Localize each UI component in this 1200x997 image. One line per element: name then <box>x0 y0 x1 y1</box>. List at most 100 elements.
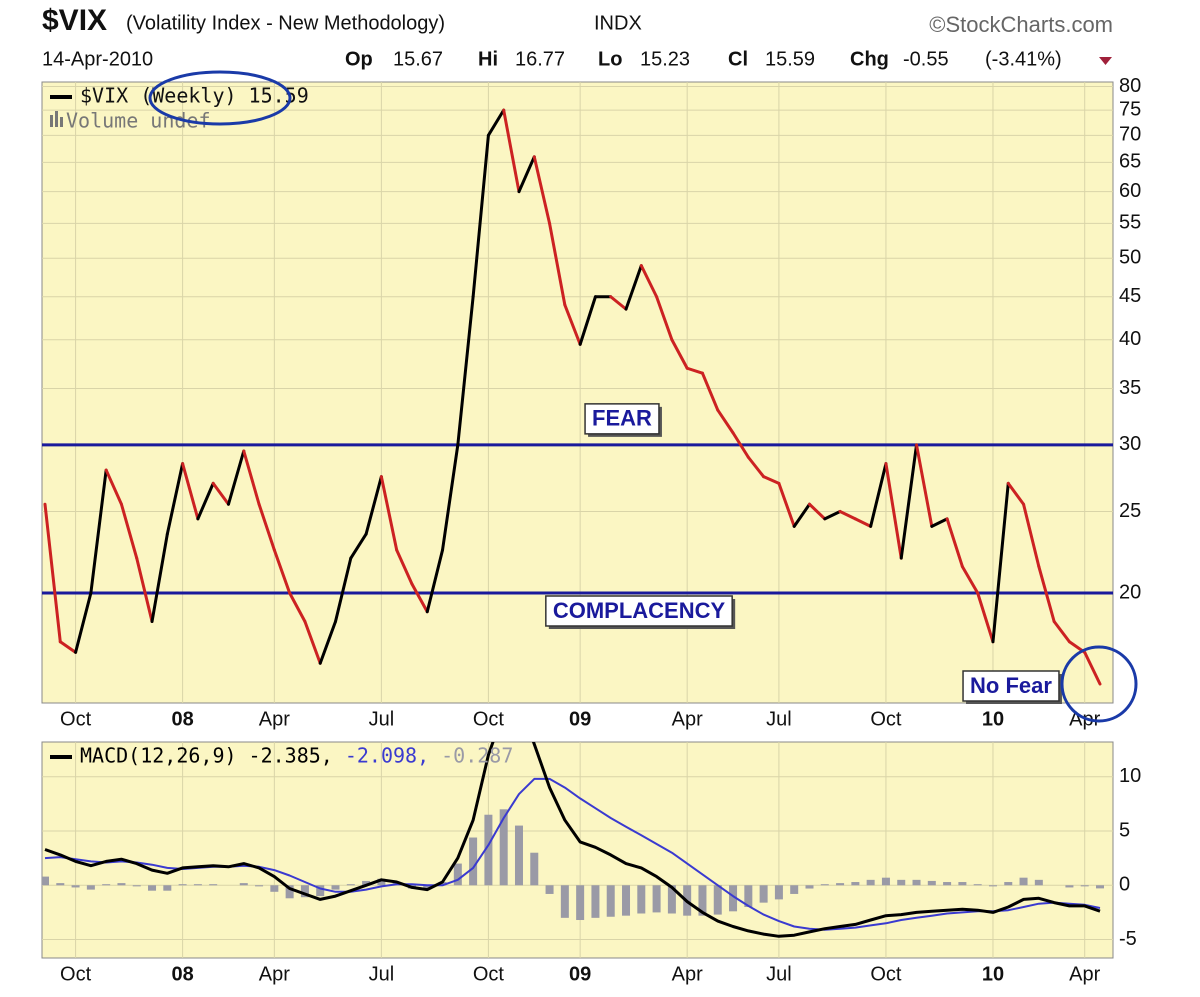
line-segment <box>135 556 154 623</box>
line-segment <box>1022 502 1041 569</box>
histogram-bar <box>1080 885 1089 887</box>
security-name: (Volatility Index - New Methodology) <box>126 12 445 34</box>
line-segment <box>181 462 200 521</box>
y-tick-label: 20 <box>1119 581 1141 603</box>
open: 15.67 <box>393 48 443 70</box>
x-tick-label: Oct <box>473 708 505 730</box>
volume-icon <box>50 115 53 127</box>
legend-label: MACD(12,26,9) <box>80 744 237 768</box>
line-segment <box>1006 481 1026 506</box>
annotation: No Fear <box>962 670 1062 704</box>
x-tick-label: 08 <box>171 963 193 985</box>
line-segment <box>976 591 995 644</box>
histogram-bar <box>239 883 248 886</box>
line-segment <box>960 565 980 595</box>
histogram-bar <box>927 880 936 886</box>
line-segment <box>334 556 353 623</box>
line-segment <box>945 517 964 569</box>
x-tick-label: Jul <box>369 963 395 985</box>
line-segment <box>364 475 383 536</box>
x-tick-label: Oct <box>473 963 505 985</box>
annotation-label: No Fear <box>970 673 1052 698</box>
legend-value: -0.287 <box>441 744 513 768</box>
legend-label: $VIX (Weekly) <box>80 84 237 108</box>
histogram-bar <box>744 885 753 907</box>
line-segment <box>288 591 307 623</box>
volume-icon <box>55 111 58 127</box>
histogram-bar <box>881 877 890 886</box>
line-segment <box>272 548 292 595</box>
x-tick-label: Jul <box>369 708 395 730</box>
y-tick-label: 50 <box>1119 247 1141 269</box>
histogram-bar <box>698 885 707 916</box>
highlight-circle <box>148 70 292 126</box>
histogram-bar <box>759 885 768 903</box>
histogram-bar <box>453 863 462 886</box>
close-label: Cl <box>728 48 748 70</box>
histogram-bar <box>270 885 279 892</box>
line-segment <box>838 509 857 521</box>
histogram-bar <box>1096 885 1104 889</box>
y-tick-label: 65 <box>1119 151 1141 173</box>
x-tick-label: 09 <box>569 708 591 730</box>
change: -0.55 <box>903 48 949 70</box>
histogram-bar <box>178 884 187 886</box>
low: 15.23 <box>640 48 690 70</box>
line-segment <box>548 221 567 307</box>
histogram-bar <box>209 884 218 886</box>
histogram-bar <box>652 885 661 913</box>
histogram-bar <box>729 885 738 912</box>
y-tick-label: 75 <box>1119 98 1141 120</box>
line-segment <box>119 502 139 560</box>
down-arrow <box>1099 57 1112 65</box>
x-tick-label: Oct <box>60 708 92 730</box>
annotation-label: FEAR <box>592 406 652 431</box>
histogram-bar <box>56 883 65 886</box>
high-label: Hi <box>478 48 498 70</box>
y-tick-label: 70 <box>1119 124 1141 146</box>
histogram-bar <box>469 837 478 886</box>
y-tick-label: 10 <box>1119 765 1141 787</box>
line-segment <box>379 475 399 552</box>
line-segment <box>486 108 506 137</box>
histogram-bar <box>193 884 202 886</box>
annotation: FEAR <box>584 403 662 437</box>
macd-panel <box>41 741 1114 959</box>
histogram-bar <box>423 885 432 890</box>
line-segment <box>639 264 659 299</box>
y-tick-label: -5 <box>1119 928 1137 950</box>
line-segment <box>58 640 78 654</box>
x-tick-label: Oct <box>870 963 902 985</box>
histogram-bar <box>346 884 355 886</box>
histogram-bar <box>530 852 539 886</box>
histogram-bar <box>637 885 646 914</box>
histogram-bar <box>545 885 554 894</box>
line-segment <box>578 295 597 346</box>
line-segment <box>685 366 704 375</box>
line-segment <box>502 108 521 194</box>
line-segment <box>257 502 276 552</box>
annotation-box <box>545 595 733 627</box>
histogram-bar <box>1019 877 1028 886</box>
y-tick-label: 45 <box>1119 285 1141 307</box>
symbol: $VIX <box>42 4 107 37</box>
line-segment <box>884 462 903 560</box>
histogram-bar <box>514 825 523 886</box>
date: 14-Apr-2010 <box>42 48 153 70</box>
line-segment <box>242 449 261 506</box>
line-segment <box>670 338 689 370</box>
annotation-label: COMPLACENCY <box>553 598 726 623</box>
line-segment <box>349 532 368 560</box>
histogram-bar <box>1065 885 1074 888</box>
line-segment <box>425 548 445 614</box>
line-segment <box>823 509 842 521</box>
y-tick-label: 80 <box>1119 75 1141 97</box>
histogram-bar <box>591 885 600 918</box>
line-segment <box>716 408 735 435</box>
line-segment <box>517 155 536 194</box>
line-segment <box>609 295 628 311</box>
line-segment <box>89 468 108 595</box>
histogram-bar <box>117 883 126 886</box>
line-segment <box>563 303 582 346</box>
